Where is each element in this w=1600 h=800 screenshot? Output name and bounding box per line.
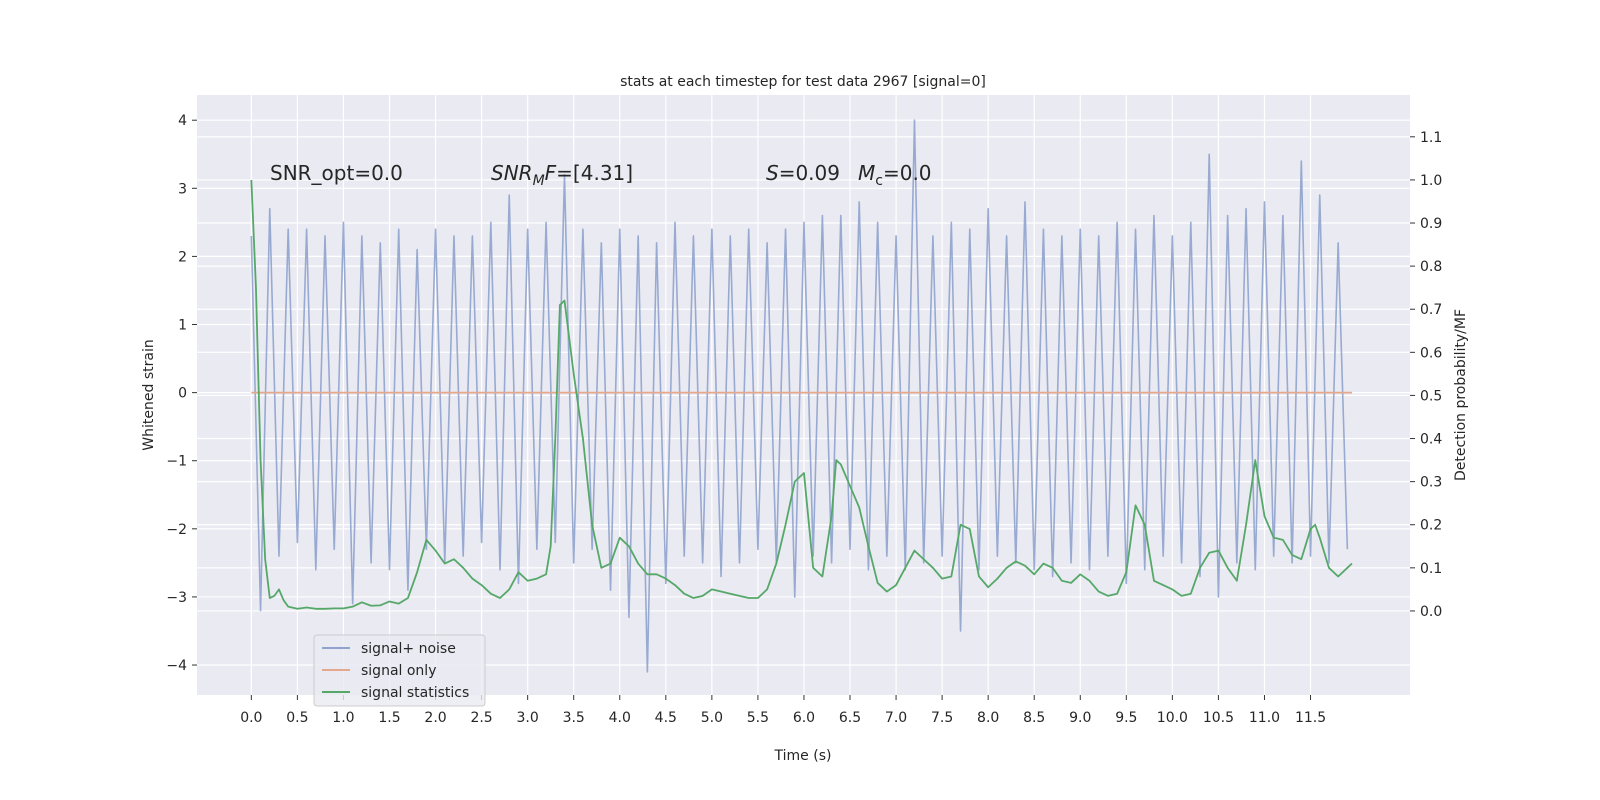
y2-tick-label: 0.3 bbox=[1420, 475, 1442, 491]
x-tick-label: 1.5 bbox=[378, 710, 400, 726]
annotation-part: S bbox=[766, 161, 779, 185]
annotation-part: =0.0 bbox=[883, 161, 932, 185]
y-tick-label: −2 bbox=[166, 522, 187, 538]
x-tick-label: 0.0 bbox=[240, 710, 262, 726]
x-tick-label: 7.0 bbox=[885, 710, 907, 726]
legend: signal+ noise signal only signal statistic… bbox=[313, 634, 486, 707]
y2-tick-label: 0.7 bbox=[1420, 302, 1442, 318]
x-tick-label: 11.0 bbox=[1249, 710, 1280, 726]
y-axis-label: Whitened strain bbox=[141, 339, 157, 450]
annotation-part: =[4.31] bbox=[556, 161, 633, 185]
y2-tick-label: 0.5 bbox=[1420, 388, 1442, 404]
x-tick-label: 8.0 bbox=[977, 710, 999, 726]
x-tick-label: 4.5 bbox=[655, 710, 677, 726]
x-tick-label: 5.5 bbox=[747, 710, 769, 726]
y2-axis-label: Detection probability/MF bbox=[1453, 309, 1469, 481]
x-tick-label: 10.5 bbox=[1203, 710, 1234, 726]
legend-box bbox=[313, 634, 486, 707]
x-tick-label: 5.0 bbox=[701, 710, 723, 726]
y2-tick-label: 0.0 bbox=[1420, 604, 1442, 620]
x-tick-label: 9.5 bbox=[1115, 710, 1137, 726]
y2-tick-label: 0.2 bbox=[1420, 518, 1442, 534]
annotation-part: M bbox=[533, 173, 545, 189]
y2-tick-label: 0.6 bbox=[1420, 345, 1442, 361]
x-tick-label: 1.0 bbox=[332, 710, 354, 726]
legend-label: signal statistics bbox=[361, 685, 469, 701]
x-tick-label: 6.5 bbox=[839, 710, 861, 726]
y2-tick-label: 0.8 bbox=[1420, 259, 1442, 275]
y2-tick-label: 0.1 bbox=[1420, 561, 1442, 577]
x-tick-label: 4.0 bbox=[609, 710, 631, 726]
annotation-part: SNR bbox=[491, 161, 533, 185]
series-line bbox=[250, 119, 1349, 673]
annotation-part: =0.09 bbox=[779, 161, 840, 185]
y2-tick-label: 0.4 bbox=[1420, 432, 1442, 448]
y2-tick-label: 0.9 bbox=[1420, 216, 1442, 232]
y-tick-label: 2 bbox=[178, 249, 187, 265]
x-tick-label: 7.5 bbox=[931, 710, 953, 726]
annotation-part: c bbox=[875, 173, 883, 189]
annotation: SNR_opt=0.0 bbox=[270, 161, 403, 185]
ticks: 0.0 0.5 1.0 1.5 2.0 2.5 3.0 3.5 4.0 4.5 5.0 5.5 6.0 6… bbox=[166, 113, 1442, 726]
y-tick-label: 3 bbox=[178, 181, 187, 197]
x-axis-label: Time (s) bbox=[774, 748, 832, 764]
annotation: SNRMF=[4.31] bbox=[491, 161, 633, 189]
y-tick-label: 0 bbox=[178, 386, 187, 402]
x-tick-label: 2.0 bbox=[424, 710, 446, 726]
annotation-part: SNR_opt=0.0 bbox=[270, 161, 403, 185]
y2-tick-label: 1.1 bbox=[1420, 130, 1442, 146]
x-tick-label: 0.5 bbox=[286, 710, 308, 726]
x-tick-label: 2.5 bbox=[470, 710, 492, 726]
x-tick-label: 9.0 bbox=[1069, 710, 1091, 726]
series-line bbox=[250, 179, 1353, 610]
chart-title: stats at each timestep for test data 296… bbox=[620, 74, 986, 90]
legend-label: signal only bbox=[361, 663, 436, 679]
y-tick-label: −4 bbox=[166, 658, 187, 674]
annotation: Mc=0.0 bbox=[858, 161, 932, 189]
x-tick-label: 3.0 bbox=[517, 710, 539, 726]
legend-label: signal+ noise bbox=[361, 641, 456, 657]
x-tick-label: 6.0 bbox=[793, 710, 815, 726]
y-tick-label: −1 bbox=[166, 454, 187, 470]
annotation-part: M bbox=[858, 161, 875, 185]
annotation: S=0.09 bbox=[766, 161, 840, 185]
y-tick-label: 1 bbox=[178, 318, 187, 334]
x-tick-label: 3.5 bbox=[563, 710, 585, 726]
x-tick-label: 10.0 bbox=[1157, 710, 1188, 726]
x-tick-label: 8.5 bbox=[1023, 710, 1045, 726]
y-tick-label: 4 bbox=[178, 113, 187, 129]
y2-tick-label: 1.0 bbox=[1420, 173, 1442, 189]
y-tick-label: −3 bbox=[166, 590, 187, 606]
annotation-part: F bbox=[545, 161, 557, 185]
x-tick-label: 11.5 bbox=[1295, 710, 1326, 726]
